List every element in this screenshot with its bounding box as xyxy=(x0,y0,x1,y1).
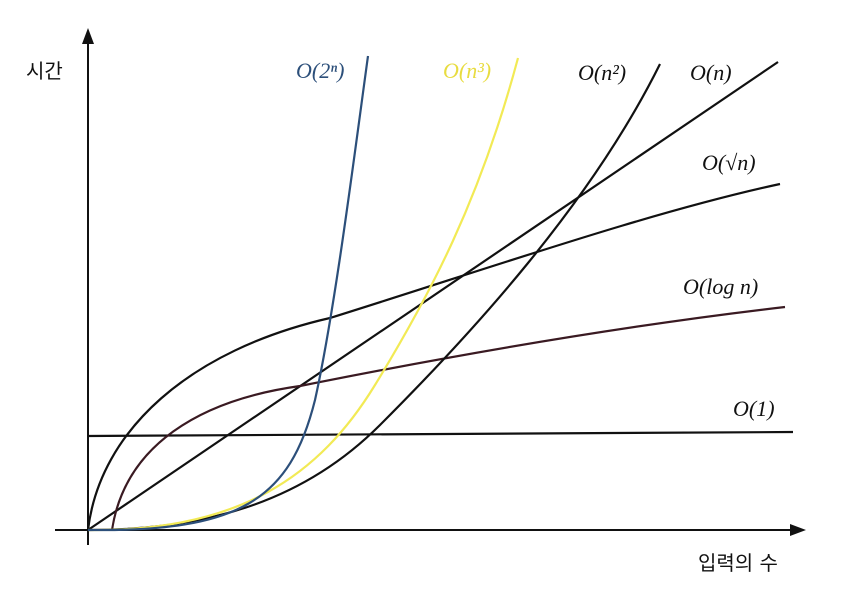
curve-label: O(n²) xyxy=(578,60,626,85)
curve-exponential xyxy=(87,55,370,532)
curve-label: O(log n) xyxy=(683,274,758,299)
curve-label: O(2ⁿ) xyxy=(296,58,344,83)
curve-label: O(1) xyxy=(733,396,775,421)
curve-cubic xyxy=(87,57,520,532)
curve-label: O(n³) xyxy=(443,58,491,83)
curve-linear xyxy=(87,61,779,531)
curve-quadratic xyxy=(87,63,661,532)
curve-label: O(n) xyxy=(690,60,732,85)
y-arrow xyxy=(82,28,94,44)
y-axis-label: 시간 xyxy=(26,59,63,83)
curve-label: O(√n) xyxy=(702,150,756,175)
x-arrow xyxy=(790,524,806,536)
curve-constant xyxy=(87,430,794,438)
curve-sqrt xyxy=(86,182,781,531)
curve-log xyxy=(110,305,786,531)
x-axis-label: 입력의 수 xyxy=(698,551,778,575)
